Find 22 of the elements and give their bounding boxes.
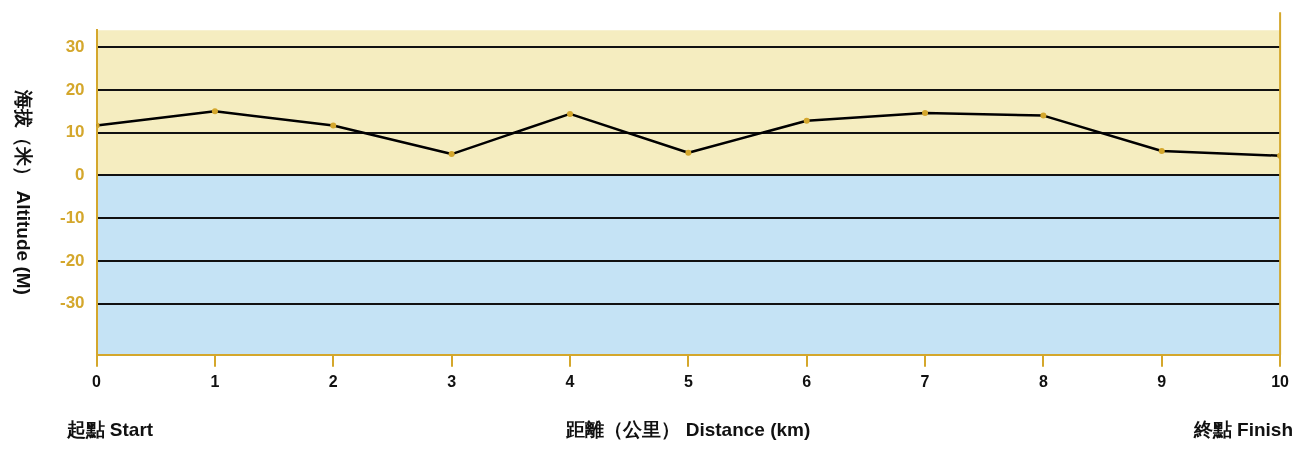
x-axis-title: 距離（公里） Distance (km) [565,419,811,440]
y-tick-label: 20 [65,79,85,99]
x-tick-label: 4 [565,372,575,390]
y-tick-label: 0 [75,165,85,185]
x-tick-label: 1 [210,372,220,390]
y-tick-label: -10 [59,207,85,227]
y-tick-label: -20 [59,250,85,270]
x-tick-label: 10 [1271,372,1290,390]
x-tick-label: 9 [1157,372,1167,390]
x-tick-label: 6 [802,372,812,390]
y-tick-label: -30 [59,293,85,313]
x-tick-label: 0 [92,372,102,390]
y-tick-label: 30 [65,36,85,56]
x-tick-label: 7 [920,372,930,390]
text: 起點 Start [65,419,154,440]
y-tick-label: 10 [65,122,85,142]
x-tick-label: 5 [683,372,693,390]
y-axis-title: 海拔（米） Altitude (M) [12,89,34,295]
x-tick-label: 2 [328,372,338,390]
text: 終點 Finish [1192,419,1293,440]
x-tick-label: 8 [1038,372,1048,390]
x-tick-label: 3 [447,372,457,390]
